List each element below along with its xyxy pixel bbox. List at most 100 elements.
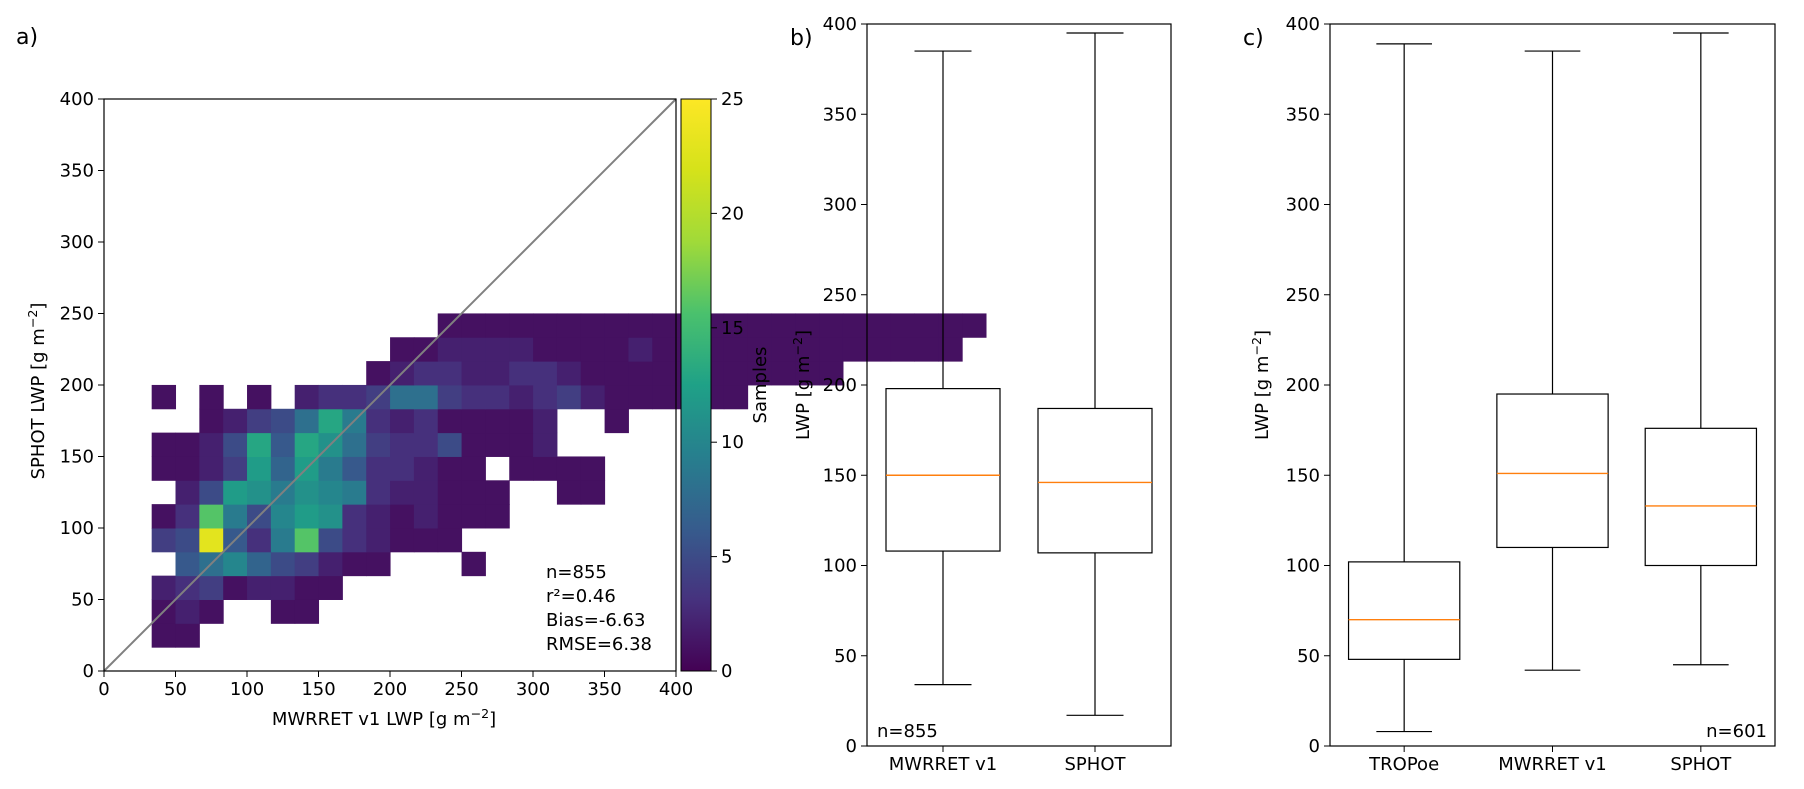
- x-tick-label: 350: [587, 679, 621, 700]
- x-tick-label: 50: [164, 679, 187, 700]
- heatmap-cell: [413, 408, 439, 434]
- heatmap-cell: [413, 432, 439, 457]
- heatmap-cell: [294, 575, 320, 600]
- heatmap-cell: [151, 623, 177, 648]
- sample-count: n=855: [877, 721, 938, 742]
- heatmap-y-ticks: 0 50 100 150 200 250 300 350 400: [60, 89, 104, 682]
- heatmap-cell: [866, 337, 892, 362]
- y-tick-label: 200: [60, 375, 94, 396]
- heatmap-cell: [247, 551, 272, 577]
- heatmap-cell: [533, 432, 558, 457]
- heatmap-cell: [556, 456, 582, 481]
- axes-frame: [866, 23, 1172, 747]
- heatmap-cell: [342, 504, 367, 529]
- stats-rmse: RMSE=6.38: [546, 634, 652, 655]
- heatmap-cell: [342, 480, 367, 505]
- heatmap-cell: [270, 408, 296, 434]
- y-axis-label: LWP [g m−2]: [1249, 330, 1274, 440]
- heatmap-cell: [366, 456, 391, 481]
- x-tick-label: SPHOT: [1065, 754, 1127, 775]
- heatmap-cell: [461, 361, 486, 386]
- y-tick-label: 50: [834, 646, 857, 667]
- heatmap-cell: [890, 313, 915, 338]
- heatmap-cell: [628, 384, 653, 410]
- heatmap-cell: [390, 384, 415, 410]
- heatmap-cell: [318, 480, 343, 505]
- heatmap-cell: [390, 337, 415, 362]
- heatmap-cell: [390, 504, 415, 529]
- heatmap-cell: [318, 408, 343, 434]
- heatmap-cell: [604, 361, 629, 386]
- heatmap-cell: [747, 337, 772, 362]
- heatmap-cell: [342, 527, 367, 553]
- heatmap-cell: [366, 480, 391, 505]
- panel-a-label: a): [16, 25, 38, 50]
- y-axis-label: LWP [g m−2]: [790, 330, 815, 440]
- heatmap-cell: [413, 361, 439, 386]
- heatmap-cell: [175, 623, 200, 648]
- heatmap-x-axis-label: MWRRET v1 LWP [g m−2]: [272, 706, 496, 731]
- heatmap-cell: [294, 432, 320, 457]
- x-tick-label: SPHOT: [1670, 754, 1732, 775]
- heatmap-cell: [533, 361, 558, 386]
- heatmap-cell: [652, 313, 677, 338]
- heatmap-cell: [866, 313, 892, 338]
- heatmap-cell: [413, 456, 439, 481]
- heatmap-cell: [199, 408, 224, 434]
- heatmap-cell: [366, 527, 391, 553]
- heatmap-cell: [461, 480, 486, 505]
- heatmap-cell: [366, 361, 391, 386]
- heatmap-cell: [390, 456, 415, 481]
- heatmap-cell: [509, 384, 534, 410]
- heatmap-cell: [390, 432, 415, 457]
- iqr-box: [1496, 393, 1609, 549]
- box-mwrret-v1: [1496, 50, 1609, 671]
- heatmap-cell: [580, 456, 606, 481]
- heatmap-cell: [413, 480, 439, 505]
- heatmap-cell: [175, 504, 200, 529]
- iqr-box: [1037, 407, 1153, 554]
- colorbar-tick-label: 0: [721, 661, 732, 682]
- heatmap-cell: [342, 551, 367, 577]
- heatmap-cell: [318, 456, 343, 481]
- stats-bias: Bias=-6.63: [546, 610, 645, 631]
- y-tick-label: 400: [1286, 14, 1320, 35]
- y-tick-label: 50: [1297, 646, 1320, 667]
- heatmap-cell: [175, 551, 200, 577]
- box-sphot: [1037, 32, 1153, 716]
- heatmap-cell: [461, 456, 486, 481]
- heatmap-cell: [485, 432, 510, 457]
- heatmap-cell: [485, 337, 510, 362]
- heatmap-cell: [461, 313, 486, 338]
- heatmap-cell: [247, 384, 272, 410]
- heatmap-cell: [747, 361, 772, 386]
- heatmap-cell: [509, 313, 534, 338]
- heatmap-cell: [366, 551, 391, 577]
- heatmap-cell: [318, 527, 343, 553]
- heatmap-cell: [509, 456, 534, 481]
- heatmap-cell: [437, 337, 463, 362]
- heatmap-cell: [199, 384, 224, 410]
- heatmap-cell: [509, 408, 534, 434]
- heatmap-cell: [223, 432, 248, 457]
- heatmap-cell: [366, 504, 391, 529]
- heatmap-cell: [366, 408, 391, 434]
- heatmap-cell: [628, 313, 653, 338]
- heatmap-cell: [485, 384, 510, 410]
- y-tick-label: 0: [1309, 736, 1320, 757]
- y-tick-label: 350: [60, 161, 94, 182]
- heatmap-cell: [294, 384, 320, 410]
- heatmap-cell: [413, 527, 439, 553]
- heatmap-cell: [247, 480, 272, 505]
- box-mwrret-v1: [885, 50, 1001, 686]
- y-tick-label: 50: [71, 590, 94, 611]
- colorbar-tick-label: 5: [721, 547, 732, 568]
- heatmap-cell: [819, 313, 844, 338]
- x-tick-label: 150: [301, 679, 335, 700]
- heatmap-cell: [199, 575, 224, 600]
- heatmap-cell: [247, 575, 272, 600]
- heatmap-cell: [294, 408, 320, 434]
- x-tick-label: 400: [659, 679, 693, 700]
- x-tick-label: 250: [444, 679, 478, 700]
- heatmap-cell: [294, 480, 320, 505]
